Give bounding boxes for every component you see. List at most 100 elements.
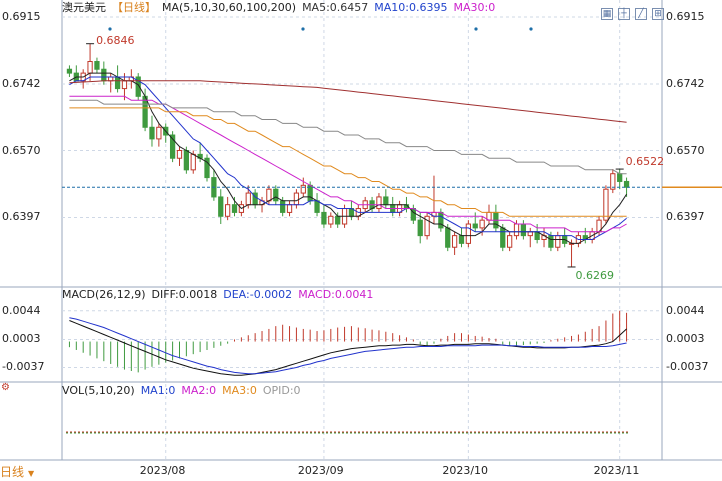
- price-tick-left: 0.6915: [2, 10, 41, 23]
- diff-line: [69, 320, 627, 376]
- grid-icon[interactable]: ▦: [601, 8, 613, 20]
- vol-ma1: MA1:0: [140, 384, 176, 397]
- candle-body: [114, 76, 121, 90]
- last-high-annotation: 0.6522: [625, 155, 665, 169]
- candle-body: [472, 223, 478, 229]
- candle-body: [266, 188, 272, 202]
- candle-body: [328, 215, 334, 225]
- candle-body: [458, 235, 465, 244]
- candle-body: [513, 223, 520, 237]
- candle-body: [225, 204, 231, 217]
- vol-ma3: MA3:0: [222, 384, 257, 397]
- candle-body: [479, 219, 485, 229]
- triangle-down-icon: ▼: [28, 469, 35, 478]
- candle-body: [603, 188, 609, 221]
- macd-panel-header: MACD(26,12,9) DIFF:0.0018 DEA:-0.0002 MACD:…: [62, 287, 379, 303]
- vol-ma2: MA2:0: [181, 384, 217, 397]
- candle-body: [376, 196, 382, 210]
- high-annotation: 0.6846: [96, 33, 135, 47]
- candle-body: [507, 235, 513, 248]
- line-tool-icon[interactable]: ╱: [635, 8, 647, 20]
- period-switch-label: 日线: [0, 465, 25, 479]
- candle-body: [314, 200, 320, 213]
- macd-tick-right: 0.0044: [666, 303, 705, 317]
- candle-body: [149, 126, 155, 140]
- candle-body: [548, 235, 554, 248]
- candle-body: [300, 184, 306, 194]
- macd-tick-left: 0.0044: [2, 303, 41, 317]
- price-tick-left: 0.6397: [2, 210, 41, 224]
- ma60-line: [69, 107, 627, 217]
- macd-label: MACD(26,12,9): [62, 288, 146, 301]
- event-marker-dot: [301, 27, 305, 31]
- candle-body: [142, 95, 148, 128]
- event-marker-dot: [529, 27, 533, 31]
- price-tick-left: 0.6570: [2, 143, 41, 157]
- candle-body: [156, 126, 162, 140]
- period-switch-button[interactable]: 日线 ▼: [0, 463, 34, 480]
- candle-body: [424, 215, 430, 237]
- ma100-line: [69, 99, 627, 175]
- price-tick-right: 0.6570: [666, 143, 705, 157]
- candle-body: [451, 235, 458, 248]
- candle-body: [335, 215, 341, 225]
- ma5-value: MA5:0.6457: [302, 1, 369, 14]
- macd-tick-left: 0.0003: [2, 332, 41, 346]
- zoom-icon[interactable]: ⊞: [652, 8, 664, 20]
- candle-body: [121, 80, 128, 90]
- macd-dea: DEA:-0.0002: [223, 288, 293, 301]
- candle-body: [169, 134, 176, 159]
- candle-body: [286, 204, 293, 213]
- date-tick-label: 2023/08: [139, 464, 186, 477]
- candle-body: [273, 188, 279, 202]
- macd-tick-right: -0.0037: [666, 360, 709, 374]
- event-marker-dot: [108, 27, 112, 31]
- date-tick-label: 2023/11: [593, 464, 640, 477]
- vol-label: VOL(5,10,20): [62, 384, 135, 397]
- candle-body: [383, 196, 389, 206]
- price-tick-right: 0.6742: [666, 76, 705, 90]
- price-tick-left: 0.6742: [2, 76, 41, 90]
- candle-body: [527, 231, 533, 237]
- candle-body: [280, 200, 286, 213]
- candle-body: [623, 180, 630, 188]
- candle-body: [87, 61, 93, 74]
- candle-body: [293, 192, 300, 206]
- crosshair-icon[interactable]: ┼: [618, 8, 630, 20]
- symbol-name: 澳元美元: [62, 1, 106, 14]
- candle-body: [465, 223, 471, 244]
- ma-label: MA(5,10,30,60,100,200): [162, 1, 297, 14]
- vol-panel-header: VOL(5,10,20) MA1:0 MA2:0 MA3:0 OPID:0: [62, 383, 307, 399]
- candle-body: [108, 76, 114, 82]
- candle-body: [101, 68, 107, 82]
- candle-body: [176, 150, 183, 159]
- period-label[interactable]: 【日线】: [112, 1, 156, 14]
- macd-tick-right: 0.0003: [666, 332, 705, 346]
- ma10-value: MA10:0.6395: [374, 1, 448, 14]
- candle-body: [520, 223, 527, 237]
- price-tick-right: 0.6915: [666, 10, 705, 23]
- ma30-value: MA30:0: [453, 1, 496, 14]
- candle-body: [190, 153, 196, 171]
- macd-tick-left: -0.0037: [2, 360, 45, 374]
- price-tick-right: 0.6397: [666, 210, 705, 224]
- dea-line: [69, 317, 627, 375]
- ma30-line: [69, 95, 627, 233]
- toolbar-icons: ▦ ┼ ╱ ⊞: [596, 1, 664, 20]
- date-tick-label: 2023/09: [297, 464, 344, 477]
- ma10-line: [69, 76, 627, 240]
- candle-body: [183, 150, 189, 171]
- candle-body: [135, 76, 141, 97]
- macd-diff: DIFF:0.0018: [151, 288, 218, 301]
- candle-body: [231, 204, 238, 213]
- candle-body: [321, 211, 327, 225]
- candle-body: [555, 235, 561, 248]
- candle-body: [617, 173, 623, 182]
- candle-body: [204, 157, 210, 179]
- ma200-line: [69, 80, 627, 123]
- price-panel-header: 澳元美元 【日线】 MA(5,10,30,60,100,200) MA5:0.6457…: [62, 0, 501, 16]
- candle-body: [66, 68, 73, 74]
- settings-gear-icon[interactable]: ⚙: [1, 382, 10, 393]
- candle-body: [438, 211, 444, 229]
